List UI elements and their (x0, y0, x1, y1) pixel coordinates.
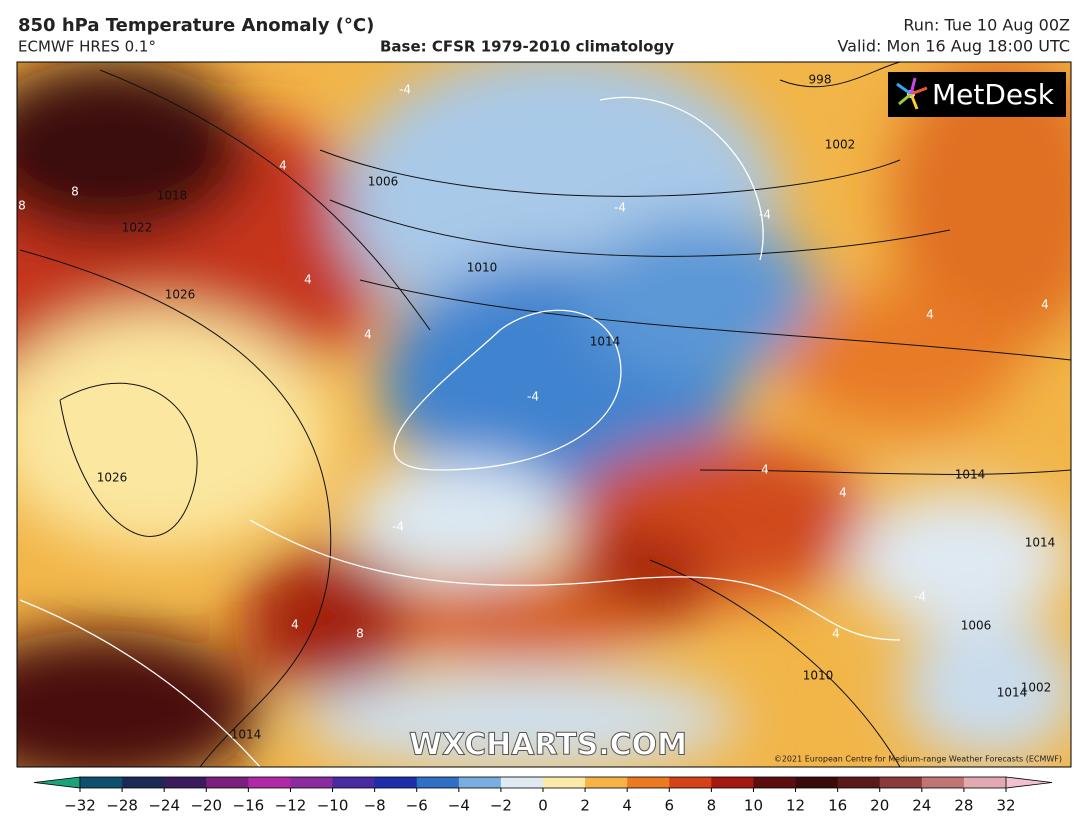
anomaly-label: -4 (914, 590, 926, 604)
isobar-label: 1014 (997, 686, 1028, 700)
anomaly-label: 4 (839, 486, 847, 500)
colorbar-segment (332, 777, 376, 788)
isobar-label: 1018 (157, 189, 188, 203)
isobar-label: 1006 (368, 175, 399, 189)
colorbar-segment (837, 777, 881, 788)
colorbar-high (1005, 776, 1053, 789)
anomaly-label: -4 (759, 208, 771, 222)
colorbar-tick-label: −24 (148, 797, 180, 815)
isobar-label: 1014 (231, 728, 262, 742)
colorbar-tick-label: 10 (744, 797, 763, 815)
valid: Valid: Mon 16 Aug 18:00 UTC (837, 37, 1070, 56)
colorbar-tick-label: −32 (64, 797, 96, 815)
colorbar-tick-label: 16 (828, 797, 847, 815)
anomaly-label: -4 (527, 390, 539, 404)
base: Base: CFSR 1979-2010 climatology (380, 38, 674, 56)
map (17, 62, 1071, 767)
colorbar-segment (458, 777, 502, 788)
colorbar-segment (585, 777, 628, 788)
colorbar-segment (80, 777, 123, 788)
colorbar-tick-label: −2 (490, 797, 512, 815)
anomaly-label: 8 (356, 627, 364, 641)
colorbar-segment (416, 777, 460, 788)
colorbar-segment (627, 777, 670, 788)
colorbar-tick-label: 24 (912, 797, 931, 815)
isobar-label: 1006 (961, 619, 992, 633)
colorbar-tick-label: −12 (275, 797, 307, 815)
colorbar-segment (164, 777, 207, 788)
isobar-label: 1002 (1021, 681, 1052, 695)
logo-icon (896, 77, 928, 110)
anomaly-label: 4 (279, 159, 287, 173)
colorbar-tick-label: −20 (190, 797, 222, 815)
colorbar-tick-label: 12 (786, 797, 805, 815)
isobar-label: 1010 (803, 669, 834, 683)
isobar-label: 1014 (590, 335, 621, 349)
isobar-label: 1014 (1025, 536, 1056, 550)
colorbar-segment (374, 777, 418, 788)
colorbar-segment (122, 777, 165, 788)
colorbar-tick-label: 0 (538, 797, 548, 815)
anomaly-label: 4 (364, 328, 372, 342)
colorbar-segment (206, 777, 249, 788)
isobar-label: 1022 (122, 221, 153, 235)
colorbar-low (33, 776, 81, 789)
anomaly-label: 4 (1041, 298, 1049, 312)
copyright: ©2021 European Centre for Medium-range W… (774, 755, 1062, 764)
colorbar-segment (795, 777, 839, 788)
colorbar-segment (753, 777, 797, 788)
anomaly-label: 4 (761, 463, 769, 477)
colorbar-tick-label: −8 (364, 797, 386, 815)
colorbar-segment (248, 777, 291, 788)
anomaly-label: 4 (832, 627, 840, 641)
colorbar-tick-label: 4 (622, 797, 632, 815)
anomaly-label: -4 (392, 520, 404, 534)
colorbar-segment (290, 777, 334, 788)
model: ECMWF HRES 0.1° (18, 38, 156, 56)
isobar-label: 1026 (165, 288, 196, 302)
colorbar-segment (500, 777, 544, 788)
anomaly-label: 8 (71, 185, 79, 199)
colorbar-segment (543, 777, 586, 788)
colorbar-tick-label: 2 (580, 797, 590, 815)
colorbar-segment (711, 777, 754, 788)
logo-box (888, 72, 1066, 117)
colorbar-tick-label: −10 (317, 797, 349, 815)
colorbar-tick-label: 28 (954, 797, 973, 815)
anomaly-label: 4 (304, 273, 312, 287)
isobar-label: 998 (809, 73, 832, 87)
colorbar-tick-label: 20 (870, 797, 889, 815)
isobar-label: 1026 (97, 471, 128, 485)
isobar-label: 1010 (467, 261, 498, 275)
anomaly-label: -4 (399, 83, 411, 97)
colorbar-segment (963, 777, 1007, 788)
title: 850 hPa Temperature Anomaly (°C) (18, 15, 374, 36)
isobar-label: 1002 (825, 138, 856, 152)
colorbar-tick-label: −28 (106, 797, 138, 815)
colorbar-tick-label: −4 (448, 797, 470, 815)
colorbar-segment (669, 777, 712, 788)
colorbar-tick-label: 8 (707, 797, 717, 815)
colorbar-segment (879, 777, 923, 788)
colorbar-segment (921, 777, 965, 788)
map-frame (16, 61, 1072, 768)
anomaly-label: 8 (18, 199, 26, 213)
anomaly-label: -4 (614, 201, 626, 215)
colorbar-tick-label: 32 (996, 797, 1015, 815)
colorbar-tick-label: −6 (406, 797, 428, 815)
logo: MetDesk (932, 78, 1055, 111)
anomaly-label: 4 (926, 308, 934, 322)
colorbar-tick-label: −16 (233, 797, 265, 815)
colorbar-tick-label: 6 (664, 797, 674, 815)
run: Run: Tue 10 Aug 00Z (903, 16, 1070, 35)
isobar-label: 1014 (955, 468, 986, 482)
colorbar: −32 −28 −24 −20 −16 −12 −10 −8 −6 −4 −2 0 2 4 6 8 10 12 16… (33, 776, 1053, 815)
anomaly-label: 4 (291, 618, 299, 632)
watermark: WXCHARTS.COM (409, 728, 687, 763)
